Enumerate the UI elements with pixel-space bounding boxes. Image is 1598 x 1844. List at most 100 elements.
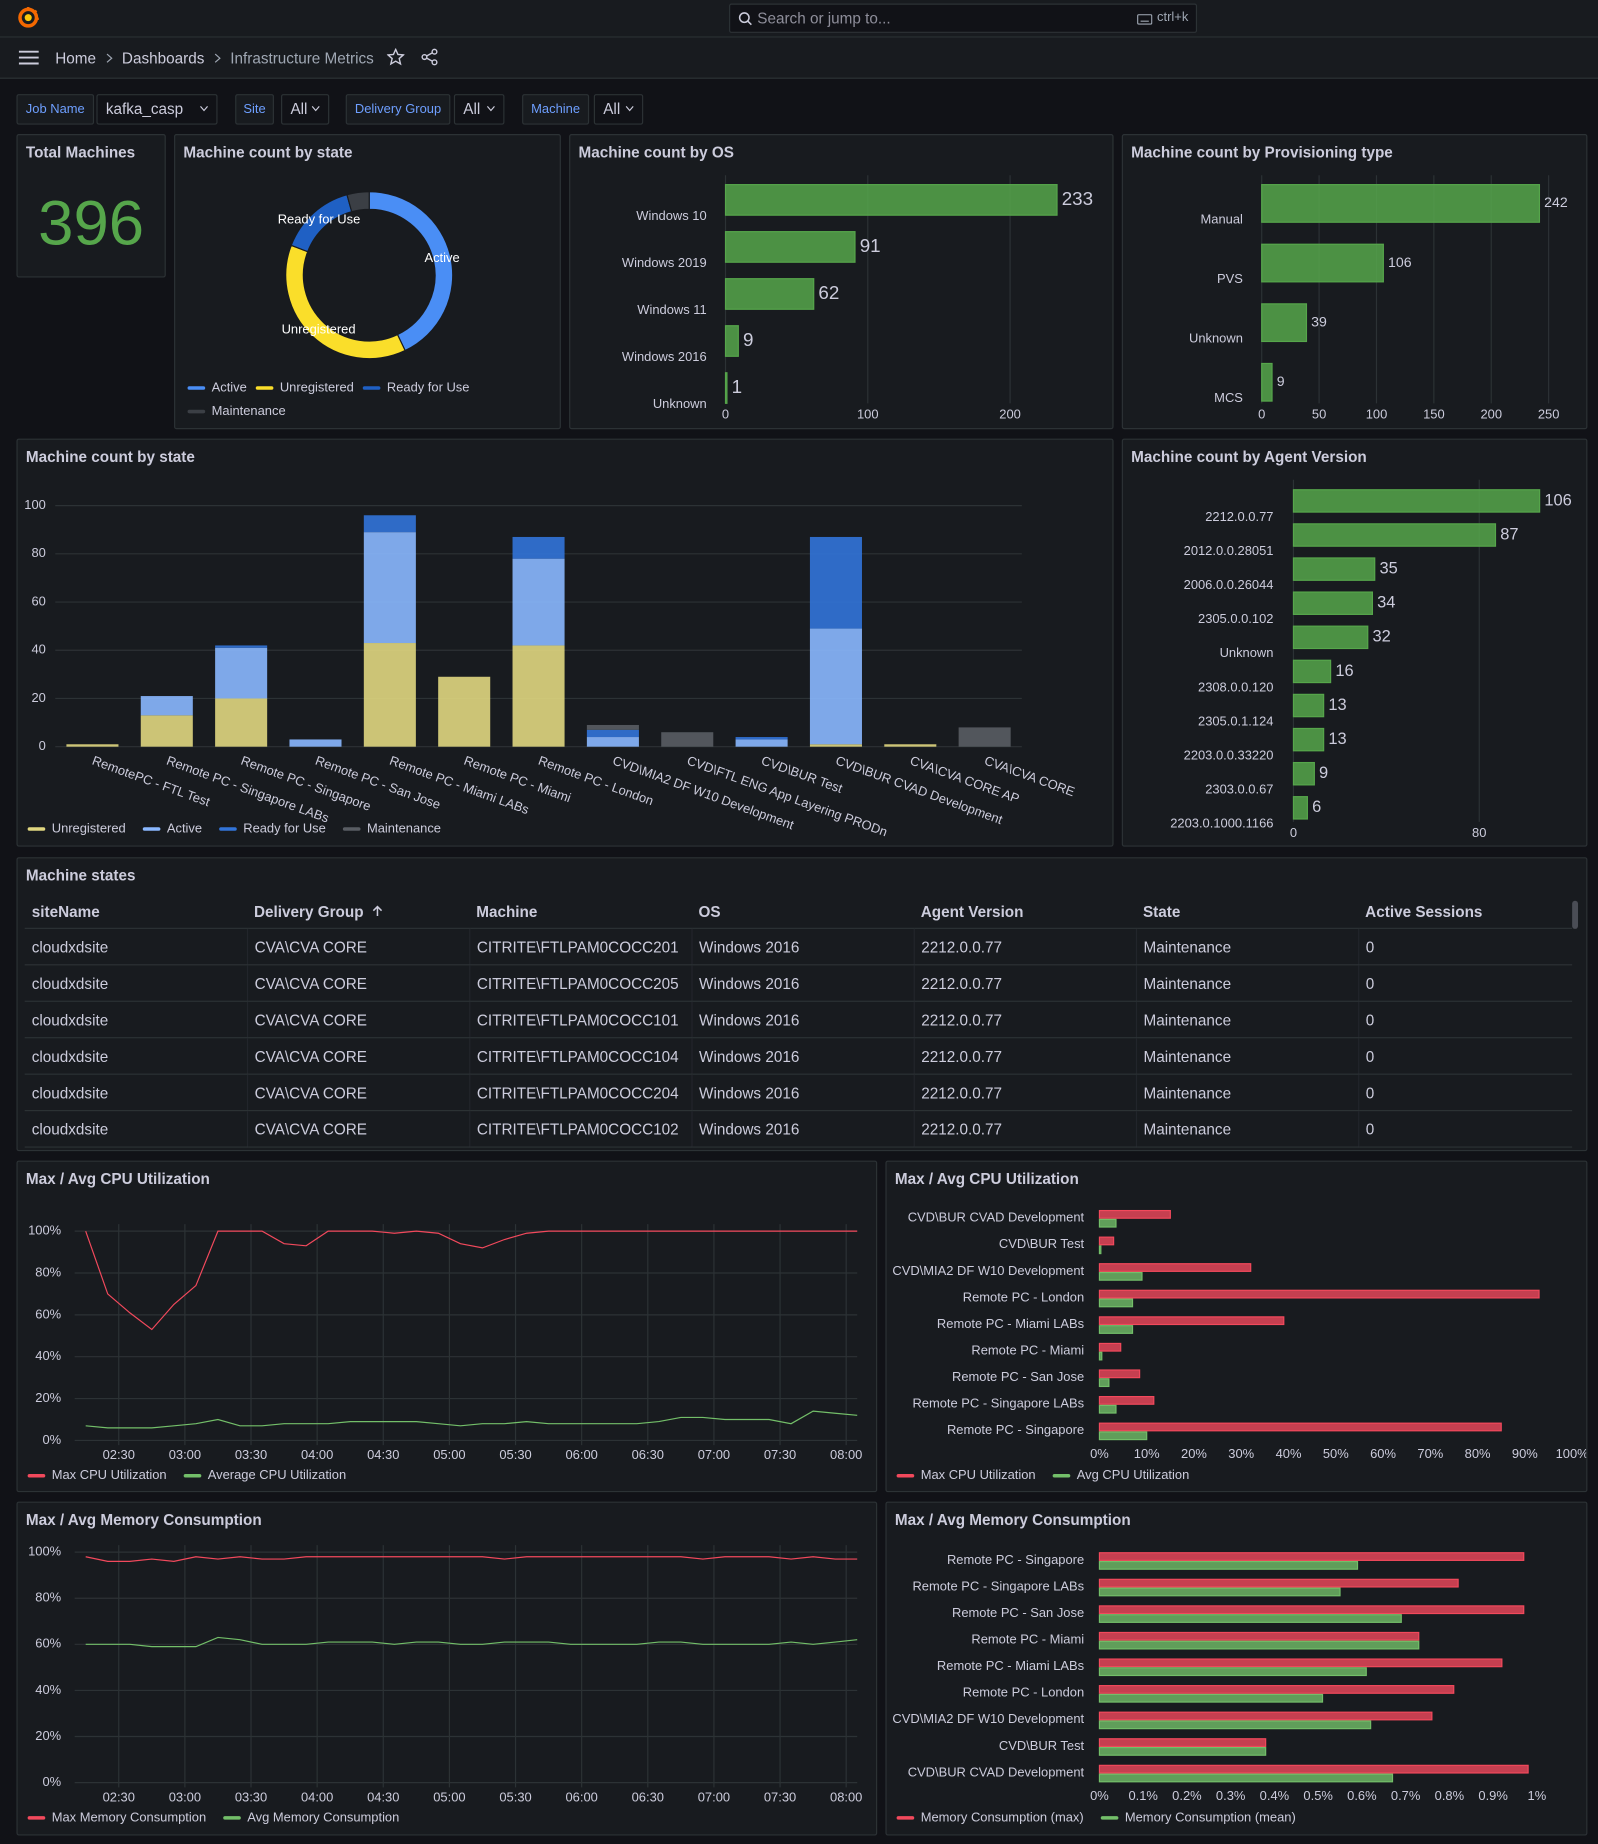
y-tick-label: Remote PC - San Jose [952, 1369, 1084, 1384]
bar [1098, 1263, 1252, 1272]
x-tick-label: 200 [999, 407, 1021, 422]
x-tick-label: 07:30 [764, 1789, 796, 1804]
y-tick-label: PVS [1217, 271, 1243, 286]
filter-value: All [603, 99, 621, 118]
filter-select[interactable]: All [281, 94, 330, 125]
filter-select[interactable]: All [593, 94, 644, 125]
x-tick-label: 04:00 [301, 1789, 333, 1804]
bar-segment [363, 515, 416, 533]
panel-title: Max / Avg Memory Consumption [894, 1510, 1131, 1529]
y-tick-label: 60% [35, 1306, 61, 1321]
star-button[interactable] [386, 48, 405, 66]
search-icon [738, 12, 752, 26]
share-button[interactable] [421, 48, 439, 66]
column-header[interactable]: siteName [24, 894, 247, 929]
legend-label: Active [167, 820, 202, 835]
legend-label: Memory Consumption (max) [921, 1809, 1084, 1824]
bar-segment [215, 698, 268, 747]
bar [1098, 1289, 1540, 1299]
legend-label: Unregistered [52, 820, 126, 835]
table-row: cloudxdsite CVA\CVA CORE CITRITE\FTLPAM0CO… [24, 1001, 1573, 1039]
logo[interactable] [16, 6, 41, 31]
value-label: 13 [1328, 730, 1346, 748]
y-tick-label: 100% [28, 1223, 62, 1238]
chart-panel: Max / Avg CPU Utilization 0% 10% 20% 30% 40% 5… [885, 1160, 1588, 1493]
column-header[interactable]: OS [691, 894, 914, 929]
chart: Active Unregistered Ready for Use Active Unr… [187, 191, 469, 418]
chart-panel: Max / Avg CPU Utilization 0% 20% 40% 60% 80% 1… [16, 1160, 878, 1493]
column-header[interactable]: State [1135, 894, 1359, 929]
table-cell: 0 [1358, 1001, 1573, 1039]
bar-segment [586, 737, 639, 747]
y-tick-label: 2006.0.0.26044 [1184, 577, 1274, 592]
breadcrumb-link[interactable]: Home [55, 48, 97, 67]
table-cell: 0 [1358, 1110, 1573, 1148]
breadcrumb-separator [106, 53, 113, 63]
bar-segment [661, 732, 714, 747]
column-header[interactable]: Machine [469, 894, 692, 929]
y-tick-label: 2303.0.0.67 [1205, 782, 1273, 797]
column-title: OS [698, 902, 721, 921]
y-tick-label: 0% [42, 1774, 61, 1789]
legend-label: Max Memory Consumption [52, 1809, 206, 1824]
column-header[interactable]: Agent Version [913, 894, 1136, 929]
x-tick-label: 70% [1417, 1446, 1443, 1461]
y-tick-label: 2308.0.0.120 [1198, 679, 1273, 694]
table-row: cloudxdsite CVA\CVA CORE CITRITE\FTLPAM0CO… [24, 964, 1573, 1002]
bar [1098, 1351, 1103, 1361]
filter-select[interactable]: All [453, 94, 505, 125]
bar-segment [884, 744, 937, 747]
bar [1292, 761, 1315, 786]
chart: 0 50 100 150 200 250 242 Manual 106 PVS 39 Unknown 9… [1189, 175, 1568, 422]
legend-label: Maintenance [212, 403, 286, 418]
shortcut-hint: ctrl+k [1157, 10, 1189, 25]
x-tick-label: 0 [722, 407, 729, 422]
bar [1292, 796, 1308, 820]
column-header[interactable]: Delivery Group [246, 894, 470, 929]
bar [724, 278, 815, 310]
table-cell: CITRITE\FTLPAM0COCC104 [469, 1037, 692, 1075]
value-label: 34 [1377, 594, 1395, 612]
filter-value: All [463, 99, 481, 118]
table-cell: CVA\CVA CORE [246, 1037, 470, 1075]
column-header[interactable]: Active Sessions [1358, 894, 1573, 929]
y-tick-label: Unknown [1189, 331, 1243, 346]
value-label: 87 [1500, 525, 1518, 543]
bar-segment [586, 729, 639, 738]
chart: 0% 0.1% 0.2% 0.3% 0.4% 0.5% 0.6% 0.7% 0.8% 0.9% 1%… [892, 1552, 1546, 1825]
bar [1261, 303, 1308, 343]
chart: 0% 20% 40% 60% 80% 100% 02:30 03:00 03:30 04:00 04… [27, 1544, 862, 1824]
bar [1292, 727, 1325, 752]
x-tick-label: 0.1% [1128, 1788, 1158, 1803]
x-tick-label: 80 [1472, 825, 1486, 840]
breadcrumb-link[interactable]: Dashboards [121, 48, 205, 67]
stat-value: 396 [38, 188, 145, 259]
slice-label: Unregistered [282, 321, 356, 336]
column-title: State [1142, 902, 1181, 921]
legend-label: Average CPU Utilization [208, 1467, 346, 1482]
scrollbar[interactable] [1572, 900, 1579, 929]
chevron [311, 106, 320, 112]
y-tick-label: 0% [42, 1432, 61, 1447]
y-tick-label: Remote PC - Miami LABs [937, 1316, 1084, 1331]
bar [1261, 184, 1541, 223]
filter-select[interactable]: kafka_casp [96, 94, 218, 125]
y-tick-label: 60% [35, 1636, 61, 1651]
x-tick-label: 03:30 [235, 1789, 267, 1804]
x-tick-label: 08:00 [830, 1789, 862, 1804]
x-tick-label: 03:00 [169, 1789, 201, 1804]
table-cell: CVA\CVA CORE [246, 1110, 470, 1148]
x-tick-label: 0.4% [1260, 1788, 1290, 1803]
bar [1098, 1325, 1134, 1334]
y-tick-label: Remote PC - Singapore [947, 1422, 1084, 1437]
x-tick-label: 0.3% [1216, 1788, 1246, 1803]
search-box[interactable]: Search or jump to... ctrl+k [729, 3, 1198, 33]
stat-panel: Total Machines 396 [16, 134, 166, 278]
table-cell: 0 [1358, 1037, 1573, 1075]
menu-button[interactable] [18, 50, 39, 65]
table-cell: CVA\CVA CORE [246, 928, 470, 966]
bar [1098, 1738, 1267, 1747]
table-cell: Windows 2016 [691, 1001, 915, 1039]
bar-segment [289, 739, 342, 747]
bar [1261, 362, 1273, 402]
